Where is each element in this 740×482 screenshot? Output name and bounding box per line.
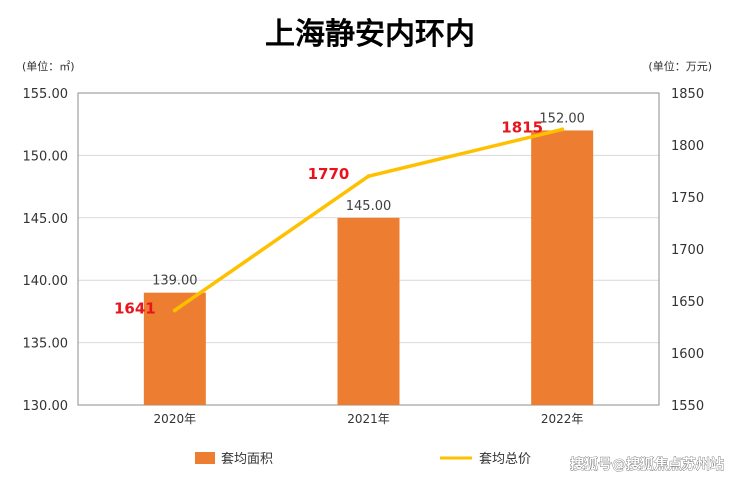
bar-value-label: 152.00	[539, 111, 585, 126]
left-tick-label: 150.00	[23, 149, 69, 164]
right-tick-label: 1650	[671, 295, 704, 310]
watermark: 搜狐号@搜狐焦点苏州站	[570, 456, 724, 473]
category-axis-labels: 2020年 2021年 2022年	[154, 412, 584, 426]
right-tick-label: 1850	[671, 87, 704, 102]
right-axis-unit: (单位：万元)	[648, 59, 712, 73]
line-series	[172, 127, 565, 313]
category-label: 2022年	[541, 412, 584, 426]
line-point-0	[172, 308, 177, 313]
right-tick-label: 1800	[671, 139, 704, 154]
legend-swatch-bar	[195, 452, 215, 464]
legend: 套均面积 套均总价	[195, 451, 531, 467]
line-value-label: 1770	[308, 165, 350, 183]
left-tick-label: 130.00	[23, 399, 69, 414]
line-point-2	[560, 127, 565, 132]
left-tick-label: 140.00	[23, 274, 69, 289]
line-value-label: 1815	[501, 118, 543, 136]
left-tick-label: 135.00	[23, 337, 69, 352]
bar-series	[143, 130, 594, 405]
bar-1	[337, 217, 400, 405]
right-tick-label: 1750	[671, 191, 704, 206]
bar-2	[531, 130, 594, 405]
right-tick-label: 1700	[671, 243, 704, 258]
line-point-1	[366, 174, 371, 179]
right-tick-label: 1550	[671, 399, 704, 414]
data-labels: 139.00 145.00 152.00 1641 1770 1815	[114, 111, 585, 317]
category-label: 2021年	[347, 412, 390, 426]
category-label: 2020年	[154, 412, 197, 426]
left-axis-unit: (单位：㎡)	[22, 59, 75, 73]
legend-label-line: 套均总价	[479, 451, 531, 467]
line-value-label: 1641	[114, 299, 156, 317]
left-tick-label: 155.00	[23, 87, 69, 102]
legend-label-bar: 套均面积	[221, 451, 273, 467]
left-axis-ticks: 130.00 135.00 140.00 145.00 150.00 155.00	[23, 87, 69, 414]
right-tick-label: 1600	[671, 347, 704, 362]
bar-value-label: 139.00	[152, 274, 198, 289]
left-tick-label: 145.00	[23, 212, 69, 227]
chart-title: 上海静安内环内	[265, 17, 475, 52]
right-axis-ticks: 1550 1600 1650 1700 1750 1800 1850	[671, 87, 704, 414]
bar-value-label: 145.00	[346, 199, 392, 214]
